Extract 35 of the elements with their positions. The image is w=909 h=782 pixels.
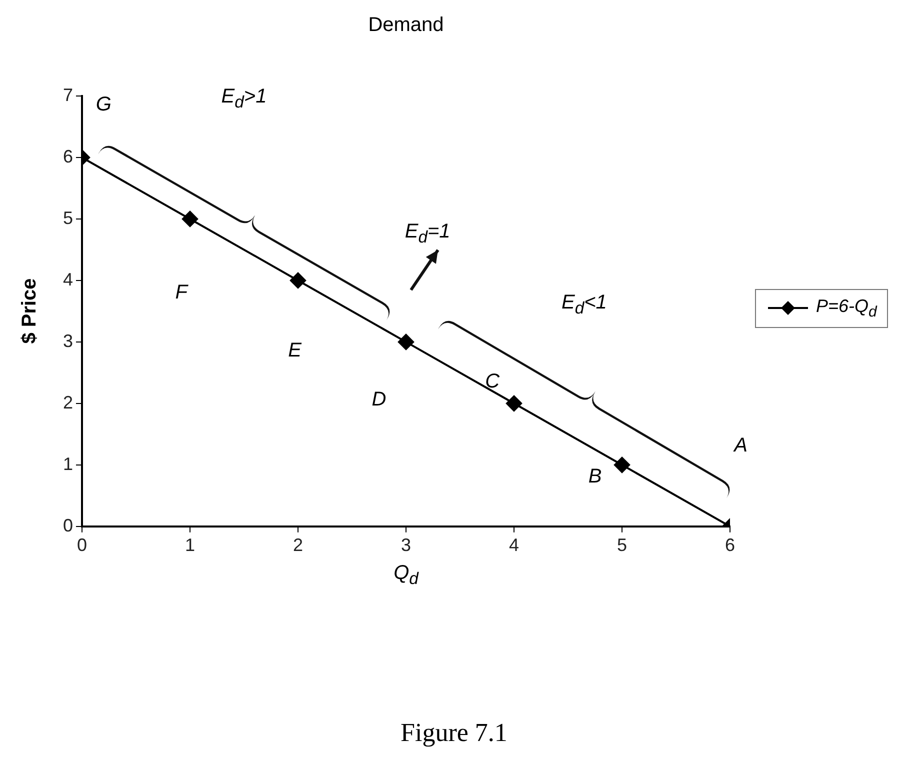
x-tick-label: 5 — [616, 535, 628, 556]
x-tick-label: 4 — [508, 535, 520, 556]
annotation: E$_{d}$>1 — [221, 86, 267, 113]
annotation: E — [288, 340, 302, 363]
y-tick-label: 0 — [62, 515, 74, 536]
point — [614, 456, 630, 473]
annotation: F — [175, 281, 188, 304]
annotation: E$_{d}$=1 — [404, 220, 450, 248]
caption: Figure 7.1 — [400, 718, 508, 748]
y-tick-label: 1 — [62, 454, 74, 474]
annotation: E$_{d}$<1 — [561, 292, 607, 319]
x-axis-title: Q$_{d}$ — [394, 562, 418, 590]
y-tick-label: 5 — [62, 208, 74, 228]
annotation: G — [96, 94, 112, 117]
x-tick-label: 1 — [185, 535, 196, 556]
y-tick-label: 3 — [62, 330, 74, 351]
point — [398, 334, 414, 350]
legend-label: P=6-Q$_{d}$ — [816, 296, 877, 321]
y-tick-label: 6 — [62, 146, 74, 166]
x-tick-label: 2 — [293, 535, 304, 556]
annotation: C — [485, 370, 500, 394]
annotation: D — [372, 388, 386, 412]
y-tick-label: 2 — [62, 392, 74, 412]
y-tick-label: 7 — [62, 84, 74, 105]
point — [290, 272, 306, 288]
point — [182, 210, 198, 227]
chart-title: Demand — [368, 14, 444, 37]
y-axis-title: $ Price — [18, 278, 42, 344]
point — [506, 395, 522, 412]
y-tick-label: 4 — [62, 269, 74, 290]
x-tick-label: 6 — [724, 535, 736, 556]
annotation: B — [588, 466, 602, 489]
text: A — [734, 434, 748, 458]
x-tick-label: 3 — [401, 535, 412, 556]
x-tick-label: 0 — [77, 535, 88, 556]
